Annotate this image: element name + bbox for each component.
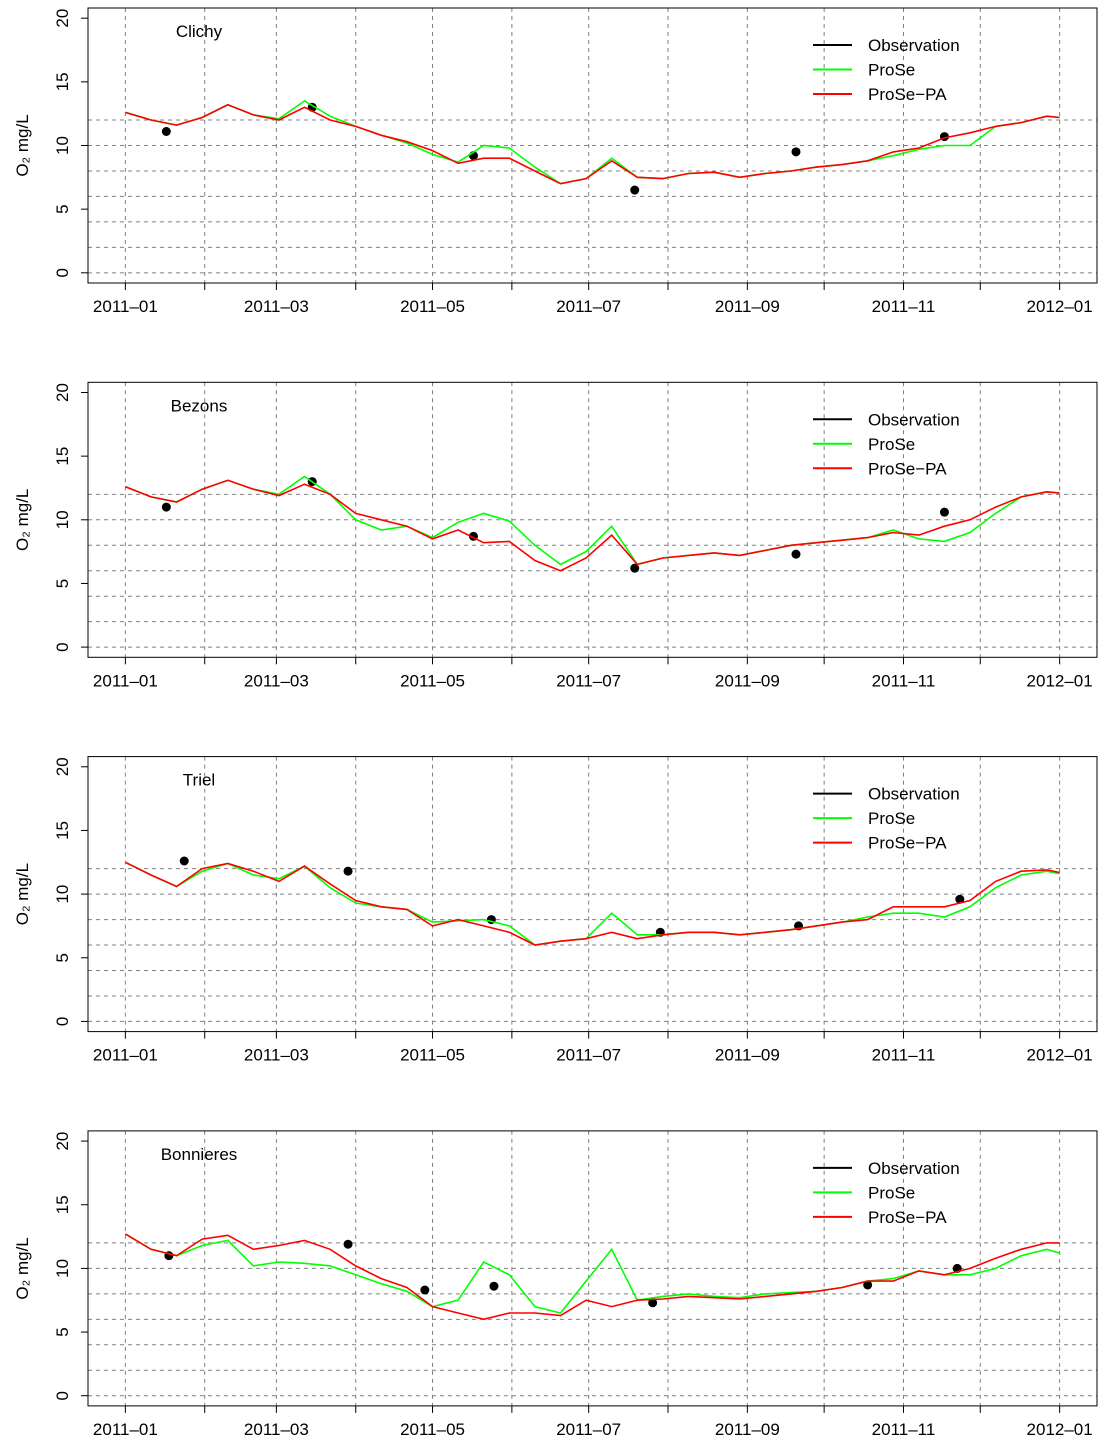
x-tick-label: 2011–07 xyxy=(556,671,621,690)
x-tick-label: 2012–01 xyxy=(1027,1046,1093,1065)
y-tick-label: 10 xyxy=(53,136,72,155)
y-tick-label: 20 xyxy=(53,757,72,776)
observation-point xyxy=(179,856,189,866)
y-axis-label: O₂ mg/L xyxy=(13,863,32,925)
y-tick-label: 0 xyxy=(53,268,72,277)
panel-title: Bezons xyxy=(171,396,228,415)
legend-label: ProSe xyxy=(868,1183,915,1202)
series-line xyxy=(125,479,1060,572)
y-tick-label: 5 xyxy=(53,953,72,962)
x-tick-label: 2012–01 xyxy=(1027,671,1093,690)
x-tick-label: 2011–01 xyxy=(93,1046,158,1065)
x-tick-label: 2011–05 xyxy=(400,1420,465,1436)
observation-point xyxy=(791,147,801,157)
x-tick-label: 2011–05 xyxy=(400,297,465,316)
x-tick-label: 2011–09 xyxy=(715,297,780,316)
y-axis-label: O₂ mg/L xyxy=(13,489,32,551)
series-line xyxy=(124,1233,1060,1321)
y-tick-label: 0 xyxy=(53,1017,72,1026)
x-tick-label: 2011–01 xyxy=(93,1420,158,1436)
panel: 0 5 10 15 20 O₂ mg/L 2011–01 2011–03 2011–05 2011… xyxy=(13,1130,1098,1436)
observation-point xyxy=(863,1280,873,1290)
y-tick-label: 15 xyxy=(53,447,72,466)
x-tick-label: 2011–11 xyxy=(872,297,936,316)
panel-title: Clichy xyxy=(176,22,223,41)
x-tick-label: 2011–03 xyxy=(244,297,309,316)
legend-label: ProSe xyxy=(868,435,915,454)
x-tick-label: 2011–09 xyxy=(715,1420,780,1436)
x-tick-label: 2011–09 xyxy=(715,1046,780,1065)
y-tick-label: 15 xyxy=(53,72,72,91)
x-tick-label: 2011–11 xyxy=(872,671,936,690)
x-tick-label: 2011–03 xyxy=(244,1046,309,1065)
x-tick-label: 2011–07 xyxy=(556,1046,621,1065)
x-tick-label: 2011–05 xyxy=(400,671,465,690)
y-axis-label: O₂ mg/L xyxy=(13,114,32,176)
observation-point xyxy=(648,1298,658,1308)
legend-label: ProSe−PA xyxy=(868,85,947,104)
series-line xyxy=(125,861,1060,946)
legend-label: ProSe−PA xyxy=(868,459,947,478)
x-tick-label: 2011–01 xyxy=(93,297,158,316)
observation-point xyxy=(791,549,801,559)
legend-label: Observation xyxy=(868,1159,960,1178)
observation-point xyxy=(955,894,965,904)
observation-point xyxy=(630,563,640,573)
x-tick-label: 2012–01 xyxy=(1027,297,1093,316)
x-tick-label: 2011–03 xyxy=(244,671,309,690)
x-tick-label: 2011–11 xyxy=(872,1046,936,1065)
observation-point xyxy=(489,1281,499,1291)
series-line xyxy=(125,861,1060,946)
legend-label: ProSe−PA xyxy=(868,1208,947,1227)
legend-label: ProSe−PA xyxy=(868,834,947,853)
observation-point xyxy=(161,502,171,512)
y-tick-label: 15 xyxy=(53,1195,72,1214)
x-tick-label: 2011–07 xyxy=(556,1420,621,1436)
x-tick-label: 2011–01 xyxy=(93,671,158,690)
x-tick-label: 2011–11 xyxy=(872,1420,936,1436)
x-tick-label: 2011–09 xyxy=(715,671,780,690)
legend-label: Observation xyxy=(868,36,960,55)
x-tick-label: 2011–03 xyxy=(244,1420,309,1436)
observation-point xyxy=(939,507,949,517)
y-tick-label: 0 xyxy=(53,1391,72,1400)
legend-label: Observation xyxy=(868,410,960,429)
x-tick-label: 2012–01 xyxy=(1027,1420,1093,1436)
observation-point xyxy=(343,866,353,876)
y-tick-label: 10 xyxy=(53,510,72,529)
y-tick-label: 5 xyxy=(53,1327,72,1336)
series-line xyxy=(125,103,1060,185)
observation-point xyxy=(343,1239,353,1249)
observation-point xyxy=(420,1285,430,1295)
y-tick-label: 20 xyxy=(53,9,72,28)
y-tick-label: 20 xyxy=(53,1132,72,1151)
y-axis-label: O₂ mg/L xyxy=(13,1237,32,1299)
legend-label: Observation xyxy=(868,785,960,804)
observation-point xyxy=(161,126,171,136)
y-tick-label: 5 xyxy=(53,204,72,213)
panel: 0 5 10 15 20 O₂ mg/L 2011–01 2011–03 2011–05 2011… xyxy=(13,381,1098,690)
observation-point xyxy=(630,185,640,195)
legend-label: ProSe xyxy=(868,809,915,828)
y-tick-label: 10 xyxy=(53,885,72,904)
panel-title: Triel xyxy=(183,771,215,790)
legend-label: ProSe xyxy=(868,61,915,80)
y-tick-label: 5 xyxy=(53,579,72,588)
panel: 0 5 10 15 20 O₂ mg/L 2011–01 2011–03 2011–05 2011… xyxy=(13,7,1098,316)
y-tick-label: 15 xyxy=(53,821,72,840)
x-tick-label: 2011–07 xyxy=(556,297,621,316)
y-tick-label: 0 xyxy=(53,642,72,651)
x-tick-label: 2011–05 xyxy=(400,1046,465,1065)
panel: 0 5 10 15 20 O₂ mg/L 2011–01 2011–03 2011–05 2011… xyxy=(13,756,1098,1065)
series-line xyxy=(125,99,1060,185)
series-line xyxy=(125,475,1060,566)
panel-title: Bonnieres xyxy=(161,1145,238,1164)
y-tick-label: 10 xyxy=(53,1259,72,1278)
y-tick-label: 20 xyxy=(53,383,72,402)
